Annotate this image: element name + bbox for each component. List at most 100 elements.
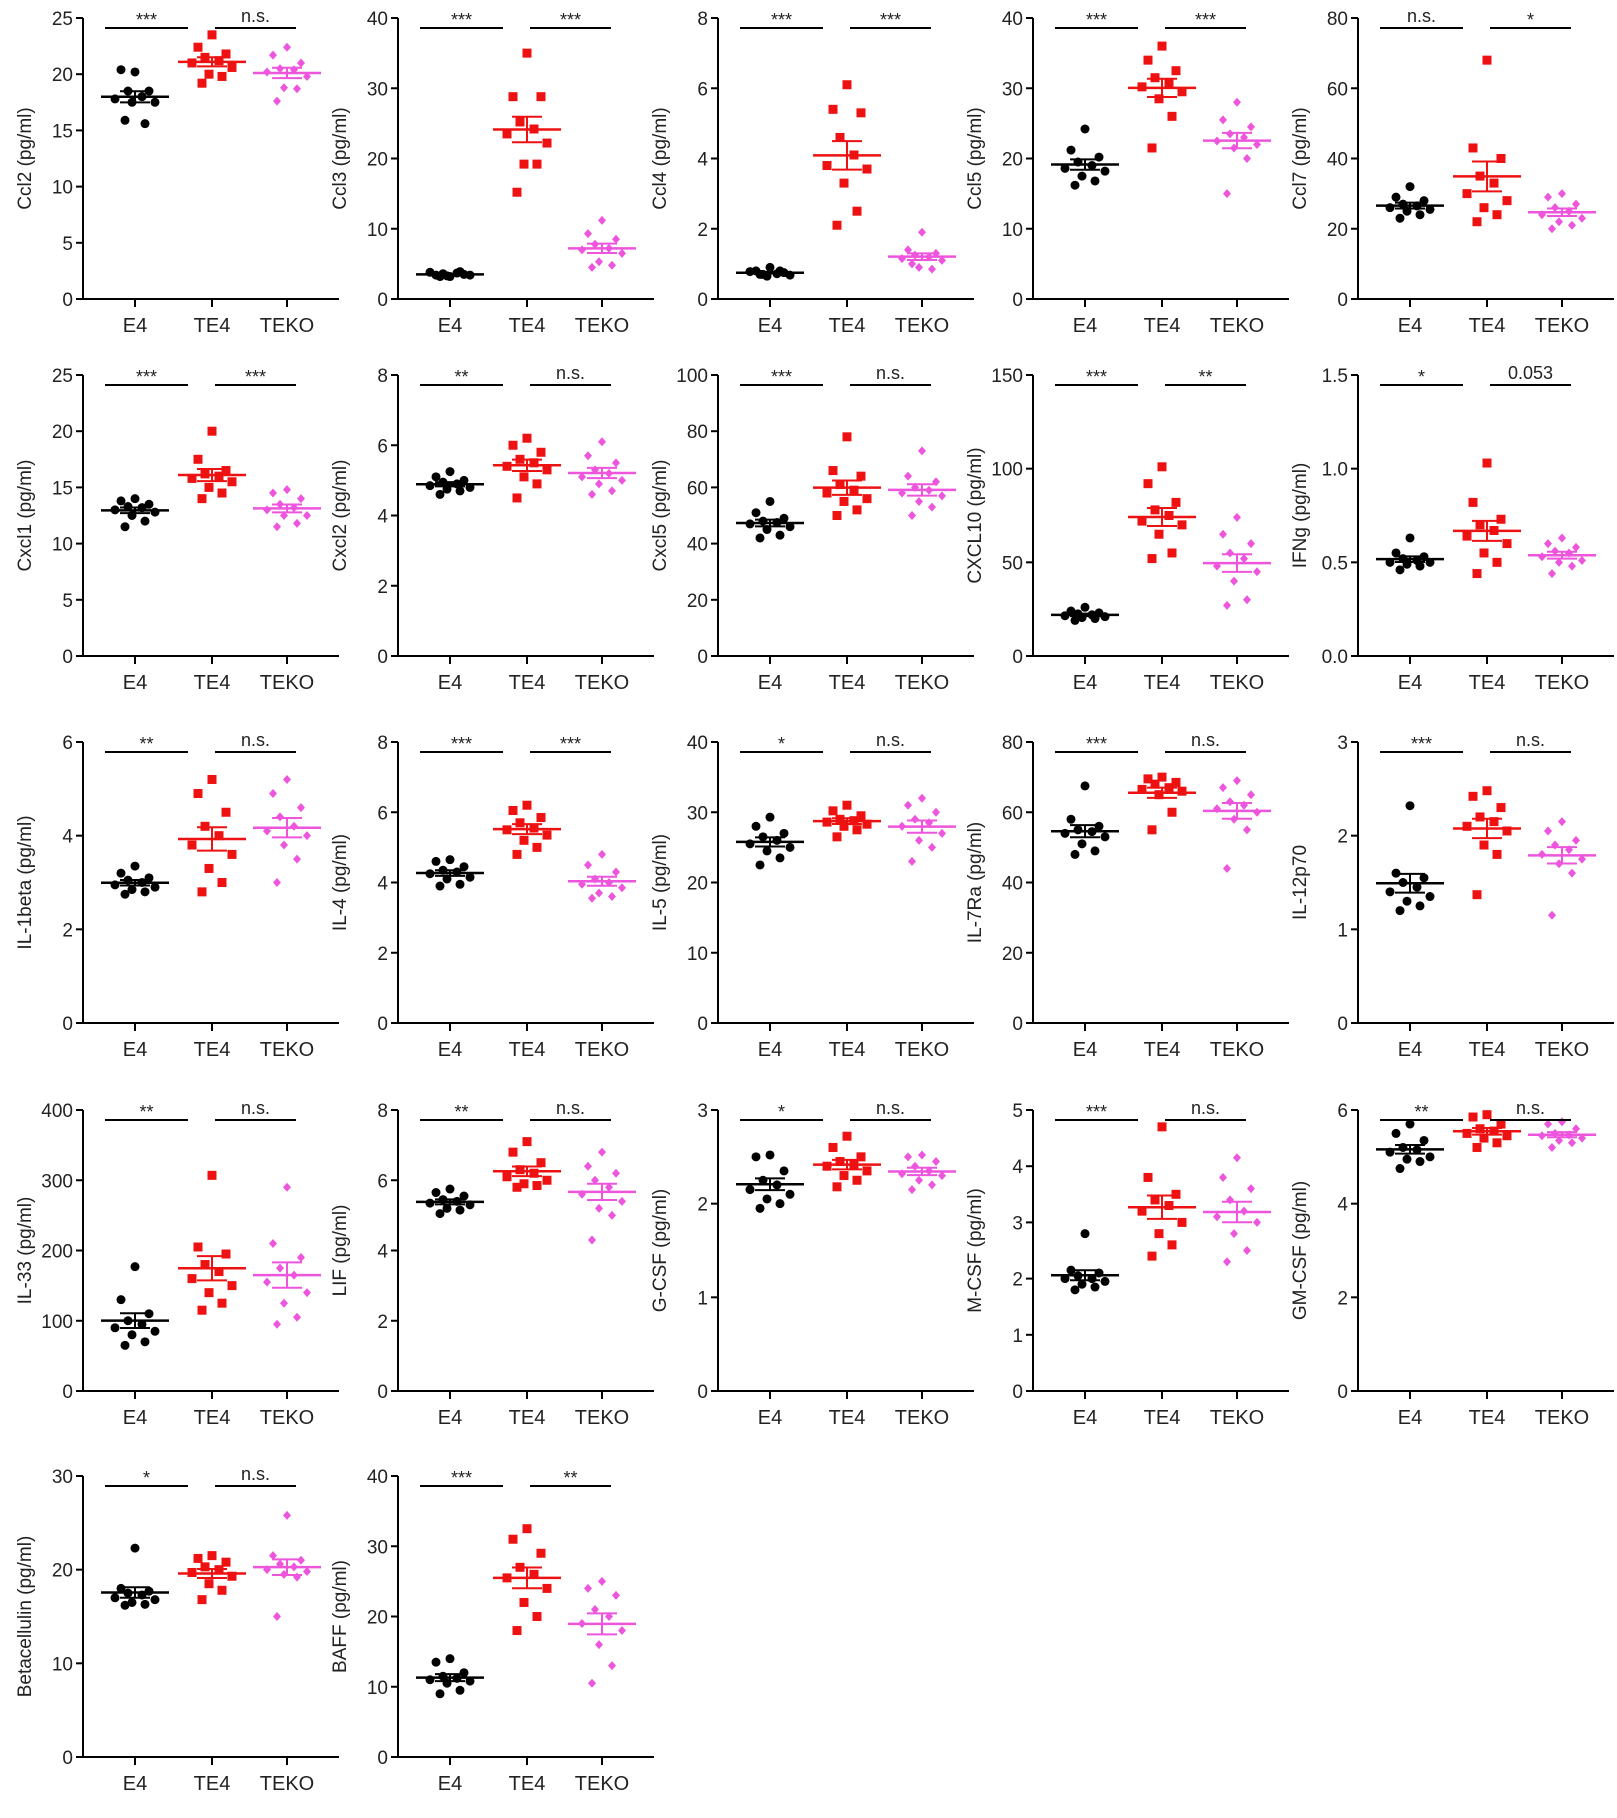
data-point-teko [303,511,311,520]
data-point-teko [588,1678,596,1688]
y-tick-label: 10 [52,178,73,199]
x-tick-label: TEKO [1535,1407,1589,1429]
data-point-teko [283,1510,291,1520]
chart-panel-ifng: 0.0 0.5 1.0 1.5 IFNg (pg/ml) E4 TE4 TEKO * 0.053 [1290,363,1614,694]
significance-label: *** [451,10,472,30]
data-point-te4 [519,472,529,482]
data-point-te4 [532,479,542,489]
data-point-te4 [839,1171,849,1181]
data-point-teko [1240,800,1248,810]
data-point-teko [904,245,912,255]
data-point-teko [928,842,936,852]
data-point-e4 [150,97,160,107]
data-point-te4 [852,505,862,515]
data-point-te4 [1157,41,1167,51]
y-tick-label: 40 [1327,150,1348,171]
data-point-te4 [512,187,522,197]
data-point-e4 [150,507,160,517]
data-point-teko [598,1576,606,1586]
data-point-te4 [1137,516,1147,526]
data-point-te4 [856,811,866,821]
data-point-teko [263,1565,271,1575]
data-point-teko [1230,1229,1238,1239]
data-point-e4 [1419,1135,1429,1145]
significance-label: n.s. [241,730,270,750]
y-tick-label: 20 [367,1608,388,1629]
data-point-e4 [779,1166,789,1176]
data-point-teko [1253,807,1261,817]
data-point-te4 [832,832,842,842]
y-tick-label: 10 [367,1678,388,1699]
chart-panel-g-csf: 0 1 2 3 G-CSF (pg/ml) E4 TE4 TEKO * n.s. [650,1098,974,1429]
data-point-teko [911,250,919,260]
significance-label: *** [771,367,792,387]
data-point-te4 [542,138,552,148]
data-point-e4 [120,522,130,532]
y-axis-label: CXCL10 (pg/ml) [965,447,986,583]
data-point-te4 [522,433,532,443]
data-point-e4 [775,530,785,540]
data-point-teko [595,479,603,489]
data-point-e4 [1080,781,1090,791]
y-tick-label: 15 [52,478,73,499]
significance-label: *** [245,367,266,387]
y-tick-label: 80 [1002,733,1023,754]
x-tick-label: TEKO [575,1773,629,1795]
data-point-e4 [755,860,765,870]
data-point-te4 [1177,786,1187,796]
x-tick-label: TE4 [1469,315,1506,337]
y-tick-label: 5 [62,234,73,255]
y-tick-label: 100 [41,1312,73,1333]
y-axis-label: M-CSF (pg/ml) [965,1188,986,1313]
y-tick-label: 15 [52,121,73,142]
data-point-teko [584,1583,592,1593]
data-point-teko [938,1171,946,1181]
y-tick-label: 0 [377,1014,388,1035]
data-point-teko [1213,1212,1221,1222]
y-axis-label: Ccl2 (pg/ml) [15,107,36,209]
data-point-e4 [1077,171,1087,181]
data-point-e4 [1425,204,1435,214]
data-point-te4 [849,485,859,495]
data-point-te4 [1150,505,1160,515]
y-axis-label: Ccl5 (pg/ml) [965,107,986,209]
data-point-e4 [1066,145,1076,155]
y-tick-label: 4 [377,1242,388,1263]
data-point-te4 [839,821,849,831]
data-point-te4 [822,1161,832,1171]
data-point-te4 [532,842,542,852]
data-point-teko [283,485,291,495]
data-point-teko [297,803,305,813]
y-tick-label: 20 [52,65,73,86]
y-tick-label: 10 [52,535,73,556]
data-point-te4 [1489,817,1499,827]
data-point-e4 [785,842,795,852]
data-point-teko [1240,554,1248,564]
data-point-teko [1247,539,1255,549]
data-point-e4 [130,67,140,77]
data-point-e4 [425,481,435,491]
data-point-e4 [1070,1285,1080,1295]
y-tick-label: 400 [41,1101,73,1122]
data-point-teko [1226,129,1234,139]
data-point-te4 [217,878,227,887]
x-tick-label: TEKO [260,315,314,337]
y-tick-label: 0 [1337,290,1348,311]
y-tick-label: 200 [41,1242,73,1263]
chart-panel-il-33: 0 100 200 300 400 IL-33 (pg/ml) E4 TE4 TEKO ** n.s… [15,1098,339,1429]
y-tick-label: 25 [52,9,73,30]
data-point-te4 [536,1158,546,1168]
y-tick-label: 1.0 [1322,460,1348,481]
data-point-te4 [1143,479,1153,489]
data-point-e4 [1405,182,1415,192]
data-point-e4 [431,1657,441,1667]
x-tick-label: TEKO [260,1407,314,1429]
data-point-te4 [1137,1206,1147,1216]
data-point-teko [908,511,916,520]
y-tick-label: 4 [377,507,388,528]
data-point-te4 [1147,554,1157,564]
data-point-te4 [832,220,842,230]
data-point-e4 [1100,612,1110,622]
y-axis-label: Ccl4 (pg/ml) [650,107,671,209]
data-point-teko [598,437,606,447]
